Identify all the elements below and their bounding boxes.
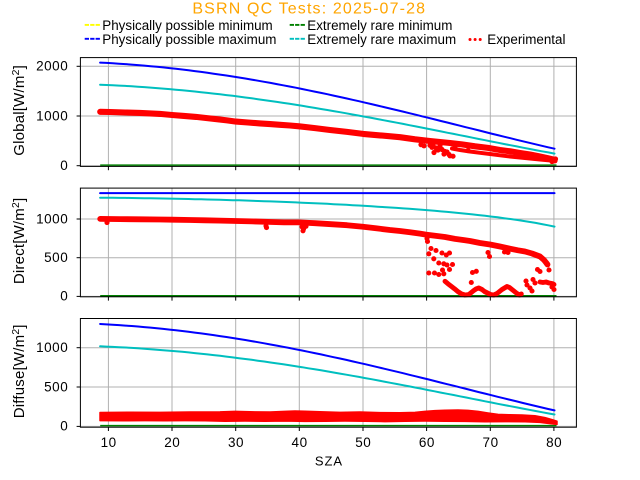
svg-text:30: 30 — [228, 435, 244, 450]
svg-text:80: 80 — [546, 435, 562, 450]
svg-text:Physically possible maximum: Physically possible maximum — [102, 32, 276, 47]
svg-text:2000: 2000 — [36, 59, 68, 74]
svg-text:10: 10 — [101, 435, 117, 450]
svg-text:0: 0 — [60, 289, 68, 304]
svg-text:1000: 1000 — [36, 211, 68, 226]
svg-text:500: 500 — [44, 379, 68, 394]
svg-text:70: 70 — [483, 435, 499, 450]
svg-text:0: 0 — [60, 158, 68, 173]
svg-text:20: 20 — [164, 435, 180, 450]
svg-text:BSRN QC Tests: 2025-07-28: BSRN QC Tests: 2025-07-28 — [192, 1, 426, 18]
svg-text:60: 60 — [419, 435, 435, 450]
svg-text:SZA: SZA — [315, 453, 343, 468]
svg-text:50: 50 — [355, 435, 371, 450]
svg-text:Physically possible minimum: Physically possible minimum — [102, 18, 272, 33]
svg-text:0: 0 — [60, 419, 68, 434]
svg-text:Experimental: Experimental — [487, 32, 565, 47]
svg-text:Global[W/m2]: Global[W/m2] — [11, 65, 28, 156]
svg-text:1000: 1000 — [36, 340, 68, 355]
svg-text:Extremely rare maximum: Extremely rare maximum — [307, 32, 456, 47]
svg-text:Direct[W/m2]: Direct[W/m2] — [11, 198, 28, 285]
svg-text:40: 40 — [292, 435, 308, 450]
svg-text:1000: 1000 — [36, 108, 68, 123]
svg-text:500: 500 — [44, 250, 68, 265]
svg-text:Diffuse[W/m2]: Diffuse[W/m2] — [11, 324, 28, 418]
svg-text:Extremely rare minimum: Extremely rare minimum — [307, 18, 452, 33]
